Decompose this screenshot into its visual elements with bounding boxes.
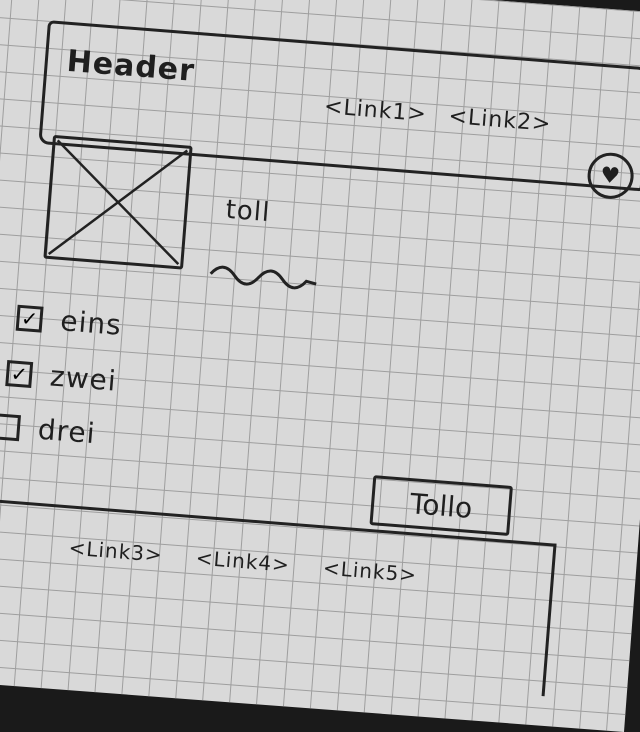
checkbox-eins[interactable]: ✓	[15, 304, 44, 333]
option-label-zwei: zwei	[48, 359, 118, 398]
option-label-drei: drei	[36, 412, 97, 451]
option-row-zwei[interactable]: ✓ zwei	[5, 356, 118, 398]
option-row-eins[interactable]: ✓ eins	[15, 301, 123, 342]
option-label-eins: eins	[59, 304, 123, 342]
option-row-drei[interactable]: drei	[0, 409, 97, 450]
checkbox-drei[interactable]	[0, 412, 22, 441]
wireframe-sheet: Header <Link1> <Link2> ♥ toll ✓ eins ✓ z…	[0, 20, 640, 697]
checkbox-zwei[interactable]: ✓	[5, 359, 34, 388]
image-placeholder	[43, 134, 193, 270]
content-title: toll	[224, 194, 272, 229]
heart-icon: ♥	[599, 162, 622, 190]
image-placeholder-icon	[47, 139, 189, 266]
tollo-button[interactable]: Tollo	[369, 475, 513, 536]
text-placeholder-squiggle	[209, 265, 317, 290]
